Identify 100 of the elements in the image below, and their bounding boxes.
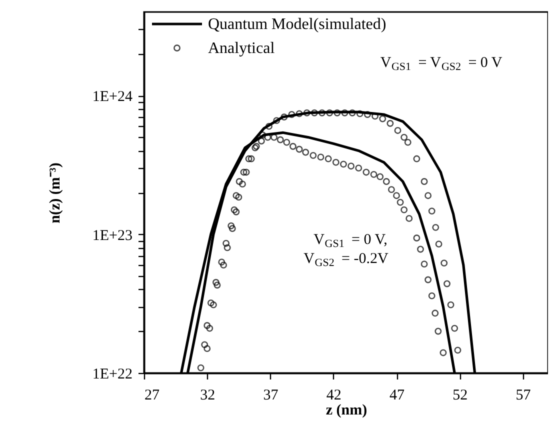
- point: [420, 178, 428, 185]
- point: [424, 276, 432, 284]
- point: [214, 282, 221, 289]
- x-tick-label: 42: [326, 388, 342, 404]
- point: [206, 324, 214, 332]
- point: [447, 301, 454, 308]
- point: [454, 346, 462, 354]
- point: [242, 168, 250, 176]
- point: [224, 244, 231, 252]
- point: [310, 152, 317, 159]
- point: [432, 224, 440, 231]
- x-tick-label: 52: [452, 388, 468, 404]
- point: [420, 260, 428, 268]
- x-tick-label: 37: [263, 388, 279, 404]
- x-tick-label: 57: [516, 388, 532, 404]
- point: [428, 292, 436, 300]
- point: [434, 328, 442, 335]
- point: [204, 322, 211, 329]
- x-tick-label: 32: [200, 388, 216, 404]
- point: [379, 115, 386, 122]
- point: [270, 134, 278, 141]
- point: [210, 301, 217, 308]
- y-axis-title: n(z) (m⁻³): [47, 162, 64, 224]
- point: [236, 178, 243, 185]
- point: [317, 154, 324, 161]
- point: [296, 146, 303, 153]
- point: [400, 206, 408, 214]
- point: [396, 198, 404, 206]
- x-tick-label: 47: [390, 388, 405, 404]
- point: [273, 117, 280, 124]
- point: [318, 109, 326, 116]
- point: [218, 258, 226, 266]
- point: [440, 260, 448, 267]
- point: [348, 162, 355, 170]
- point: [332, 158, 340, 166]
- point: [230, 206, 238, 214]
- point: [238, 180, 246, 188]
- point: [232, 208, 240, 216]
- point: [428, 208, 436, 215]
- point: [232, 192, 240, 200]
- point: [235, 194, 242, 201]
- point: [370, 170, 378, 178]
- y-tick-label: 1E+24: [92, 89, 133, 106]
- point: [451, 324, 458, 332]
- point: [393, 192, 400, 200]
- point: [326, 109, 334, 116]
- point: [341, 109, 348, 116]
- point: [204, 345, 211, 352]
- point: [334, 109, 341, 116]
- point: [303, 109, 310, 116]
- point: [444, 280, 450, 288]
- point: [376, 173, 384, 180]
- point: [288, 111, 296, 118]
- point: [404, 138, 412, 146]
- point: [212, 278, 220, 286]
- point: [440, 349, 447, 356]
- point: [228, 225, 236, 232]
- point: [400, 134, 408, 141]
- point: [289, 142, 296, 150]
- point: [302, 148, 310, 156]
- point: [394, 126, 402, 134]
- point: [296, 110, 303, 118]
- point: [248, 155, 255, 162]
- point: [386, 120, 394, 127]
- point: [340, 160, 347, 168]
- point: [228, 222, 235, 230]
- x-tick-label: 27: [144, 388, 160, 404]
- point: [413, 155, 420, 162]
- point: [283, 138, 290, 146]
- point: [406, 214, 413, 222]
- y-tick-label: 1E+23: [92, 228, 132, 244]
- point: [435, 240, 442, 248]
- point: [266, 122, 272, 130]
- point: [258, 138, 265, 144]
- point: [222, 240, 230, 247]
- x-axis-title: z (nm): [326, 402, 368, 418]
- point: [382, 178, 390, 185]
- point: [280, 114, 288, 120]
- point: [240, 168, 248, 176]
- legend-label: Analytical: [208, 40, 276, 57]
- point: [388, 186, 395, 194]
- point: [432, 310, 439, 317]
- point: [207, 299, 214, 306]
- point: [220, 262, 228, 269]
- point: [201, 341, 208, 348]
- point: [348, 109, 356, 116]
- point: [424, 192, 432, 200]
- point: [355, 164, 362, 172]
- point: [310, 109, 318, 116]
- point: [362, 168, 370, 176]
- legend-label: Quantum Model(simulated): [208, 16, 386, 33]
- point: [356, 110, 364, 118]
- point: [245, 155, 252, 162]
- point: [324, 155, 332, 162]
- y-tick-label: 1E+22: [92, 366, 132, 382]
- point: [417, 246, 424, 253]
- point: [413, 234, 420, 242]
- point: [197, 364, 204, 372]
- point: [364, 111, 371, 118]
- point: [276, 136, 284, 144]
